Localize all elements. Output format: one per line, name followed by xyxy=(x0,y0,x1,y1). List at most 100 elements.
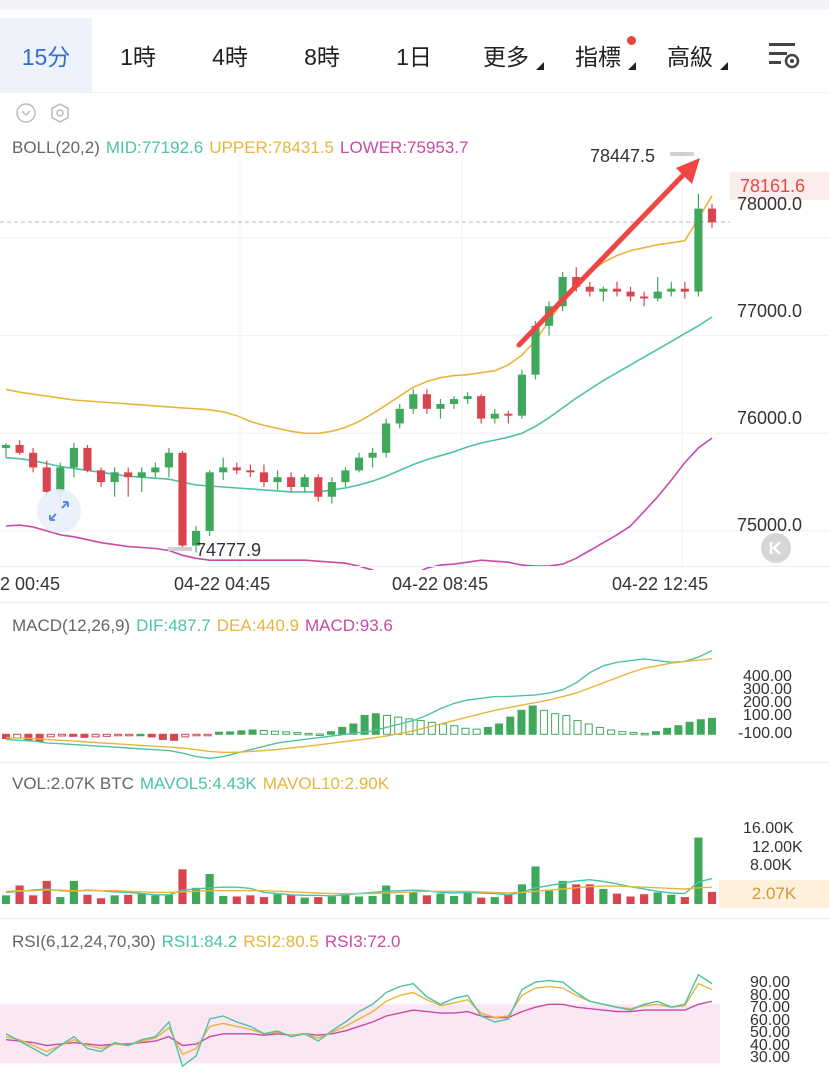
tab-label: 1時 xyxy=(120,44,156,70)
scroll-to-latest-icon[interactable] xyxy=(760,532,792,564)
candle-body xyxy=(599,288,608,292)
volume-bar xyxy=(341,893,350,904)
volume-bar xyxy=(680,897,689,904)
volume-bar xyxy=(110,895,119,904)
macd-bar xyxy=(573,720,582,735)
macd-title: MACD(12,26,9) xyxy=(12,616,131,635)
tab-advanced[interactable]: 高級 xyxy=(644,18,736,92)
volume-bar xyxy=(273,894,282,904)
volume-bar xyxy=(192,887,201,904)
rsi-axis-label: 90.00 xyxy=(750,974,791,991)
vol-title: VOL:2.07K BTC xyxy=(12,774,134,793)
rsi-rsi1: RSI1:84.2 xyxy=(161,932,238,951)
macd-bar xyxy=(58,733,67,737)
expand-icon[interactable] xyxy=(36,488,82,534)
low-price-label: 74777.9 xyxy=(196,540,262,560)
candle-body xyxy=(626,291,635,297)
price-chart[interactable] xyxy=(0,150,829,570)
macd-bar xyxy=(181,733,190,738)
volume-chart xyxy=(1,837,717,904)
volume-bar xyxy=(232,896,241,904)
candle-body xyxy=(151,467,160,473)
candle-body xyxy=(287,477,296,487)
boll-title: BOLL(20,2) xyxy=(12,138,100,157)
candle-body xyxy=(69,447,78,468)
volume-bar xyxy=(287,894,296,904)
macd-bar xyxy=(237,730,246,735)
macd-bar xyxy=(495,723,504,735)
candle-body xyxy=(164,452,173,468)
macd-bar xyxy=(114,733,123,737)
volume-bar xyxy=(572,884,581,904)
rsi-band xyxy=(0,1004,720,1064)
macd-bar xyxy=(24,733,33,741)
candle-body xyxy=(56,467,65,492)
volume-bar xyxy=(354,896,364,904)
macd-bar xyxy=(80,733,89,738)
macd-bar xyxy=(483,726,492,735)
tab-1d[interactable]: 1日 xyxy=(368,18,460,92)
macd-bar xyxy=(170,733,179,741)
collapse-icon[interactable] xyxy=(16,103,36,123)
tab-8h[interactable]: 8時 xyxy=(276,18,368,92)
macd-bar xyxy=(685,721,694,735)
candle-body xyxy=(137,472,146,478)
candle-body xyxy=(680,288,689,292)
tab-15min[interactable]: 15分 xyxy=(0,18,92,92)
tab-more[interactable]: 更多 xyxy=(460,18,552,92)
macd-axis-label: 400.00 xyxy=(743,668,792,685)
macd-value: MACD:93.6 xyxy=(305,616,393,635)
candle-body xyxy=(368,452,377,458)
mavol10-line xyxy=(5,885,713,895)
rsi-axis-label: 70.00 xyxy=(750,999,791,1016)
macd-bar xyxy=(125,733,134,737)
candle-body xyxy=(422,394,431,409)
candle-body xyxy=(409,394,418,409)
macd-bar xyxy=(304,732,313,736)
volume-bar xyxy=(395,894,404,904)
notification-dot xyxy=(627,36,636,45)
macd-bar xyxy=(405,718,414,735)
rsi-axis-label: 60.00 xyxy=(750,1012,791,1029)
volume-bar xyxy=(368,895,377,904)
tab-label: 高級 xyxy=(667,44,713,70)
volume-bar xyxy=(585,884,594,904)
macd-bar xyxy=(226,731,235,735)
volume-bar xyxy=(612,893,622,904)
volume-bar xyxy=(56,897,65,904)
volume-bar xyxy=(490,897,499,904)
rsi1-line xyxy=(5,973,713,1068)
candle-body xyxy=(640,296,649,299)
volume-bar xyxy=(463,892,472,904)
tab-label: 1日 xyxy=(396,44,432,70)
macd-bar xyxy=(607,729,616,735)
tab-label: 15分 xyxy=(21,44,71,70)
vol-mavol10: MAVOL10:2.90K xyxy=(262,774,390,793)
vol-legend: VOL:2.07K BTC MAVOL5:4.43K MAVOL10:2.90K xyxy=(12,774,395,794)
tab-1h[interactable]: 1時 xyxy=(92,18,184,92)
chart-tools xyxy=(16,103,69,123)
macd-bar xyxy=(539,709,548,735)
macd-bar xyxy=(528,705,537,735)
boll-mid: MID:77192.6 xyxy=(105,138,204,157)
candle-body xyxy=(96,470,106,483)
settings-hex-icon[interactable] xyxy=(51,103,69,123)
tab-4h[interactable]: 4時 xyxy=(184,18,276,92)
macd-bar xyxy=(214,731,223,735)
volume-bar xyxy=(640,894,649,904)
vol-mavol5: MAVOL5:4.43K xyxy=(139,774,257,793)
dropdown-caret-icon xyxy=(628,62,636,70)
price-axis-label: 76000.0 xyxy=(737,408,803,428)
volume-bar xyxy=(164,894,173,904)
macd-bar xyxy=(584,723,593,735)
macd-dea: DEA:440.9 xyxy=(216,616,299,635)
chart-settings-icon[interactable] xyxy=(767,40,801,70)
trend-arrow-head xyxy=(676,158,700,184)
price-axis-label: 75000.0 xyxy=(737,515,803,535)
macd-bar xyxy=(203,733,212,737)
tab-indicators[interactable]: 指標 xyxy=(552,18,644,92)
candle-body xyxy=(382,423,391,453)
rsi-rsi3: RSI3:72.0 xyxy=(324,932,401,951)
macd-bar xyxy=(551,713,560,735)
rsi-axis-label: 80.00 xyxy=(750,987,791,1004)
